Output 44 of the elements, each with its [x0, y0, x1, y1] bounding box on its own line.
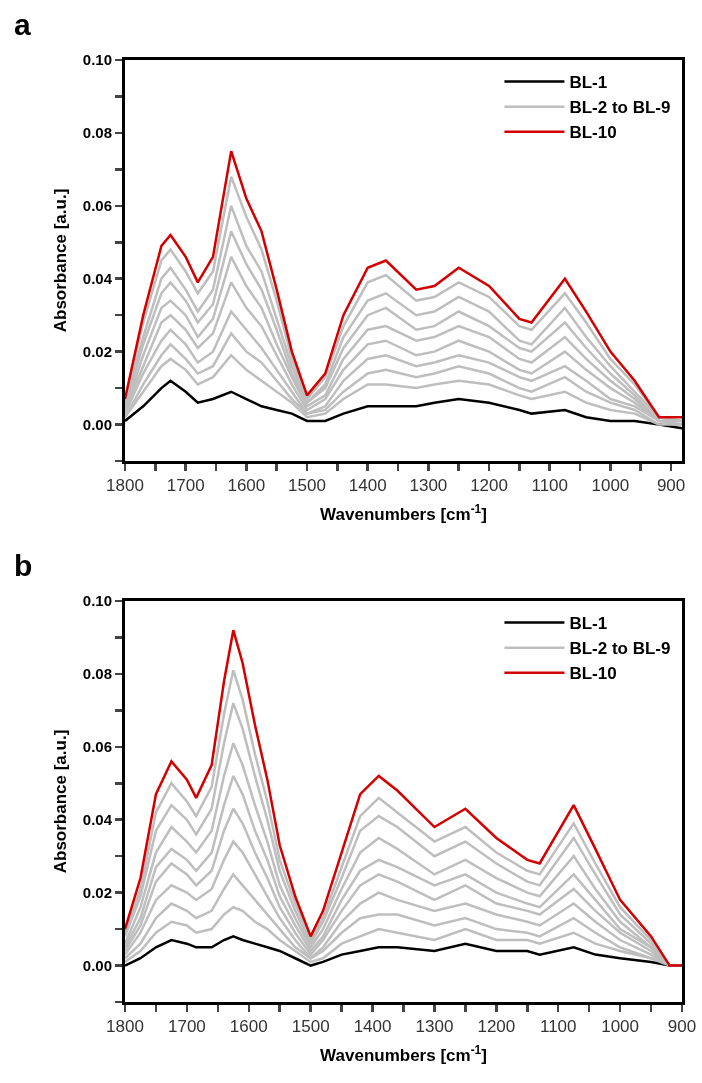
x-tick-label: 1500 — [291, 1017, 330, 1037]
x-tick-label: 1400 — [348, 476, 387, 496]
x-tick-label: 1700 — [166, 476, 205, 496]
x-tick-label: 1100 — [539, 1017, 577, 1037]
x-tick-label: 1600 — [227, 476, 266, 496]
y-tick-label: 0.04 — [82, 269, 113, 287]
x-tick-label: 1000 — [591, 476, 630, 496]
chart-title: b — [14, 548, 33, 582]
legend-label: BL-10 — [569, 664, 617, 684]
x-tick-label: 1200 — [470, 476, 508, 496]
y-tick-label: 0.08 — [82, 124, 112, 142]
x-tick-label: 1700 — [167, 1017, 206, 1037]
x-axis-title: Wavenumbers [cm$^{-1}$] — [320, 1042, 487, 1065]
x-tick-label: 1300 — [409, 476, 448, 496]
legend-label: BL-2 to BL-9 — [569, 639, 671, 659]
y-tick-label: 0.06 — [82, 738, 112, 756]
x-tick-label: 1800 — [106, 1017, 144, 1037]
x-tick-label: 1500 — [288, 476, 326, 496]
y-tick-label: 0.08 — [82, 665, 112, 683]
x-tick-label: 900 — [656, 476, 686, 496]
x-axis-title: Wavenumbers [cm$^{-1}$] — [320, 501, 487, 524]
x-tick-label: 1100 — [531, 476, 569, 496]
y-axis-title: Absorbance [a.u.] — [51, 729, 71, 874]
y-tick-label: 0.02 — [82, 342, 112, 360]
y-tick-label: 0.00 — [82, 956, 112, 974]
x-tick-label: 900 — [667, 1017, 697, 1037]
chart-title: a — [14, 7, 32, 41]
y-tick-label: 0.10 — [82, 51, 112, 69]
x-tick-label: 1400 — [353, 1017, 392, 1037]
legend-label: BL-1 — [569, 73, 608, 93]
x-tick-label: 1200 — [477, 1017, 516, 1037]
y-tick-label: 0.06 — [82, 197, 112, 215]
y-tick-label: 0.00 — [82, 415, 112, 433]
x-tick-label: 1000 — [601, 1017, 640, 1037]
x-tick-label: 1600 — [229, 1017, 268, 1037]
y-tick-label: 0.02 — [82, 883, 112, 901]
legend-label: BL-1 — [569, 614, 608, 634]
y-tick-label: 0.10 — [82, 592, 112, 610]
legend-label: BL-2 to BL-9 — [569, 98, 671, 118]
legend-label: BL-10 — [569, 123, 617, 143]
x-tick-label: 1300 — [415, 1017, 454, 1037]
x-tick-label: 1800 — [106, 476, 144, 496]
y-tick-label: 0.04 — [82, 810, 113, 828]
y-axis-title: Absorbance [a.u.] — [51, 188, 71, 333]
